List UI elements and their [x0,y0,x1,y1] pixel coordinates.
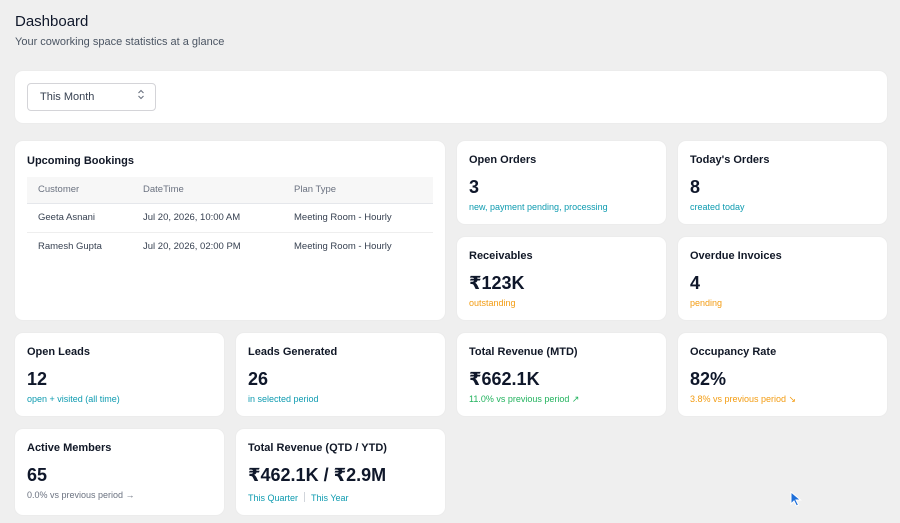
stat-value: ₹462.1K / ₹2.9M [248,465,387,485]
divider [304,492,306,502]
stat-subtext: 11.0% vs previous period ↗ [469,394,580,404]
card-title: Total Revenue (QTD / YTD) [248,442,387,454]
stat-value: 8 [690,177,701,197]
column-header-datetime: DateTime [132,177,283,203]
stat-value: 26 [248,369,269,389]
card-title: Overdue Invoices [690,250,782,262]
stat-subtext: new, payment pending, processing [469,202,608,212]
table-row[interactable]: Ramesh Gupta Jul 20, 2026, 02:00 PM Meet… [27,231,433,261]
cell-datetime: Jul 20, 2026, 02:00 PM [132,231,283,261]
stat-subtext: 0.0% vs previous period → [27,490,135,500]
card-title: Today's Orders [690,154,770,166]
stat-value: ₹662.1K [469,369,540,389]
cell-plan-type: Meeting Room - Hourly [283,231,433,261]
period-select-value: This Month [40,91,95,103]
total-revenue-qtd-ytd-card[interactable]: Total Revenue (QTD / YTD) ₹462.1K / ₹2.9… [236,429,445,515]
bookings-table: Customer DateTime Plan Type Geeta Asnani… [27,177,433,261]
active-members-card[interactable]: Active Members 65 0.0% vs previous perio… [15,429,224,515]
page-title: Dashboard [15,13,89,30]
card-title: Leads Generated [248,346,338,358]
stat-subtext: outstanding [469,298,516,308]
this-year-label[interactable]: This Year [311,493,349,503]
cell-customer: Ramesh Gupta [27,231,132,261]
card-title: Open Orders [469,154,537,166]
open-leads-card[interactable]: Open Leads 12 open + visited (all time) [15,333,224,416]
cell-customer: Geeta Asnani [27,202,132,232]
card-title: Occupancy Rate [690,346,777,358]
card-title: Open Leads [27,346,90,358]
cell-datetime: Jul 20, 2026, 10:00 AM [132,202,283,232]
stat-subtext: 3.8% vs previous period ↘ [690,394,797,404]
stat-subtext: in selected period [248,394,319,404]
stat-subtext: created today [690,202,745,212]
chevron-up-down-icon [137,84,145,110]
stat-value: 82% [690,369,727,389]
receivables-card[interactable]: Receivables ₹123K outstanding [457,237,666,320]
stat-value: 4 [690,273,701,293]
total-revenue-mtd-card[interactable]: Total Revenue (MTD) ₹662.1K 11.0% vs pre… [457,333,666,416]
stat-value: ₹123K [469,273,525,293]
column-header-customer: Customer [27,177,132,203]
filter-bar: This Month [15,71,887,123]
this-quarter-label[interactable]: This Quarter [248,493,299,503]
stat-subtext: pending [690,298,723,308]
table-row[interactable]: Geeta Asnani Jul 20, 2026, 10:00 AM Meet… [27,202,433,232]
page-subtitle: Your coworking space statistics at a gla… [15,36,225,48]
column-header-plan-type: Plan Type [283,177,433,203]
stat-value: 65 [27,465,48,485]
card-title: Active Members [27,442,112,454]
upcoming-bookings-card: Upcoming Bookings Customer DateTime Plan… [15,141,445,320]
stat-subtext: open + visited (all time) [27,394,120,404]
cell-plan-type: Meeting Room - Hourly [283,202,433,232]
period-select[interactable]: This Month [27,83,156,111]
stat-value: 12 [27,369,48,389]
leads-generated-card[interactable]: Leads Generated 26 in selected period [236,333,445,416]
card-title: Receivables [469,250,533,262]
card-title: Total Revenue (MTD) [469,346,578,358]
open-orders-card[interactable]: Open Orders 3 new, payment pending, proc… [457,141,666,224]
mouse-cursor-icon [790,490,802,512]
occupancy-rate-card[interactable]: Occupancy Rate 82% 3.8% vs previous peri… [678,333,887,416]
stat-value: 3 [469,177,480,197]
stat-subtext: This Quarter This Year [248,492,349,503]
todays-orders-card[interactable]: Today's Orders 8 created today [678,141,887,224]
overdue-invoices-card[interactable]: Overdue Invoices 4 pending [678,237,887,320]
table-header-row: Customer DateTime Plan Type [27,177,433,203]
card-title: Upcoming Bookings [27,155,134,167]
